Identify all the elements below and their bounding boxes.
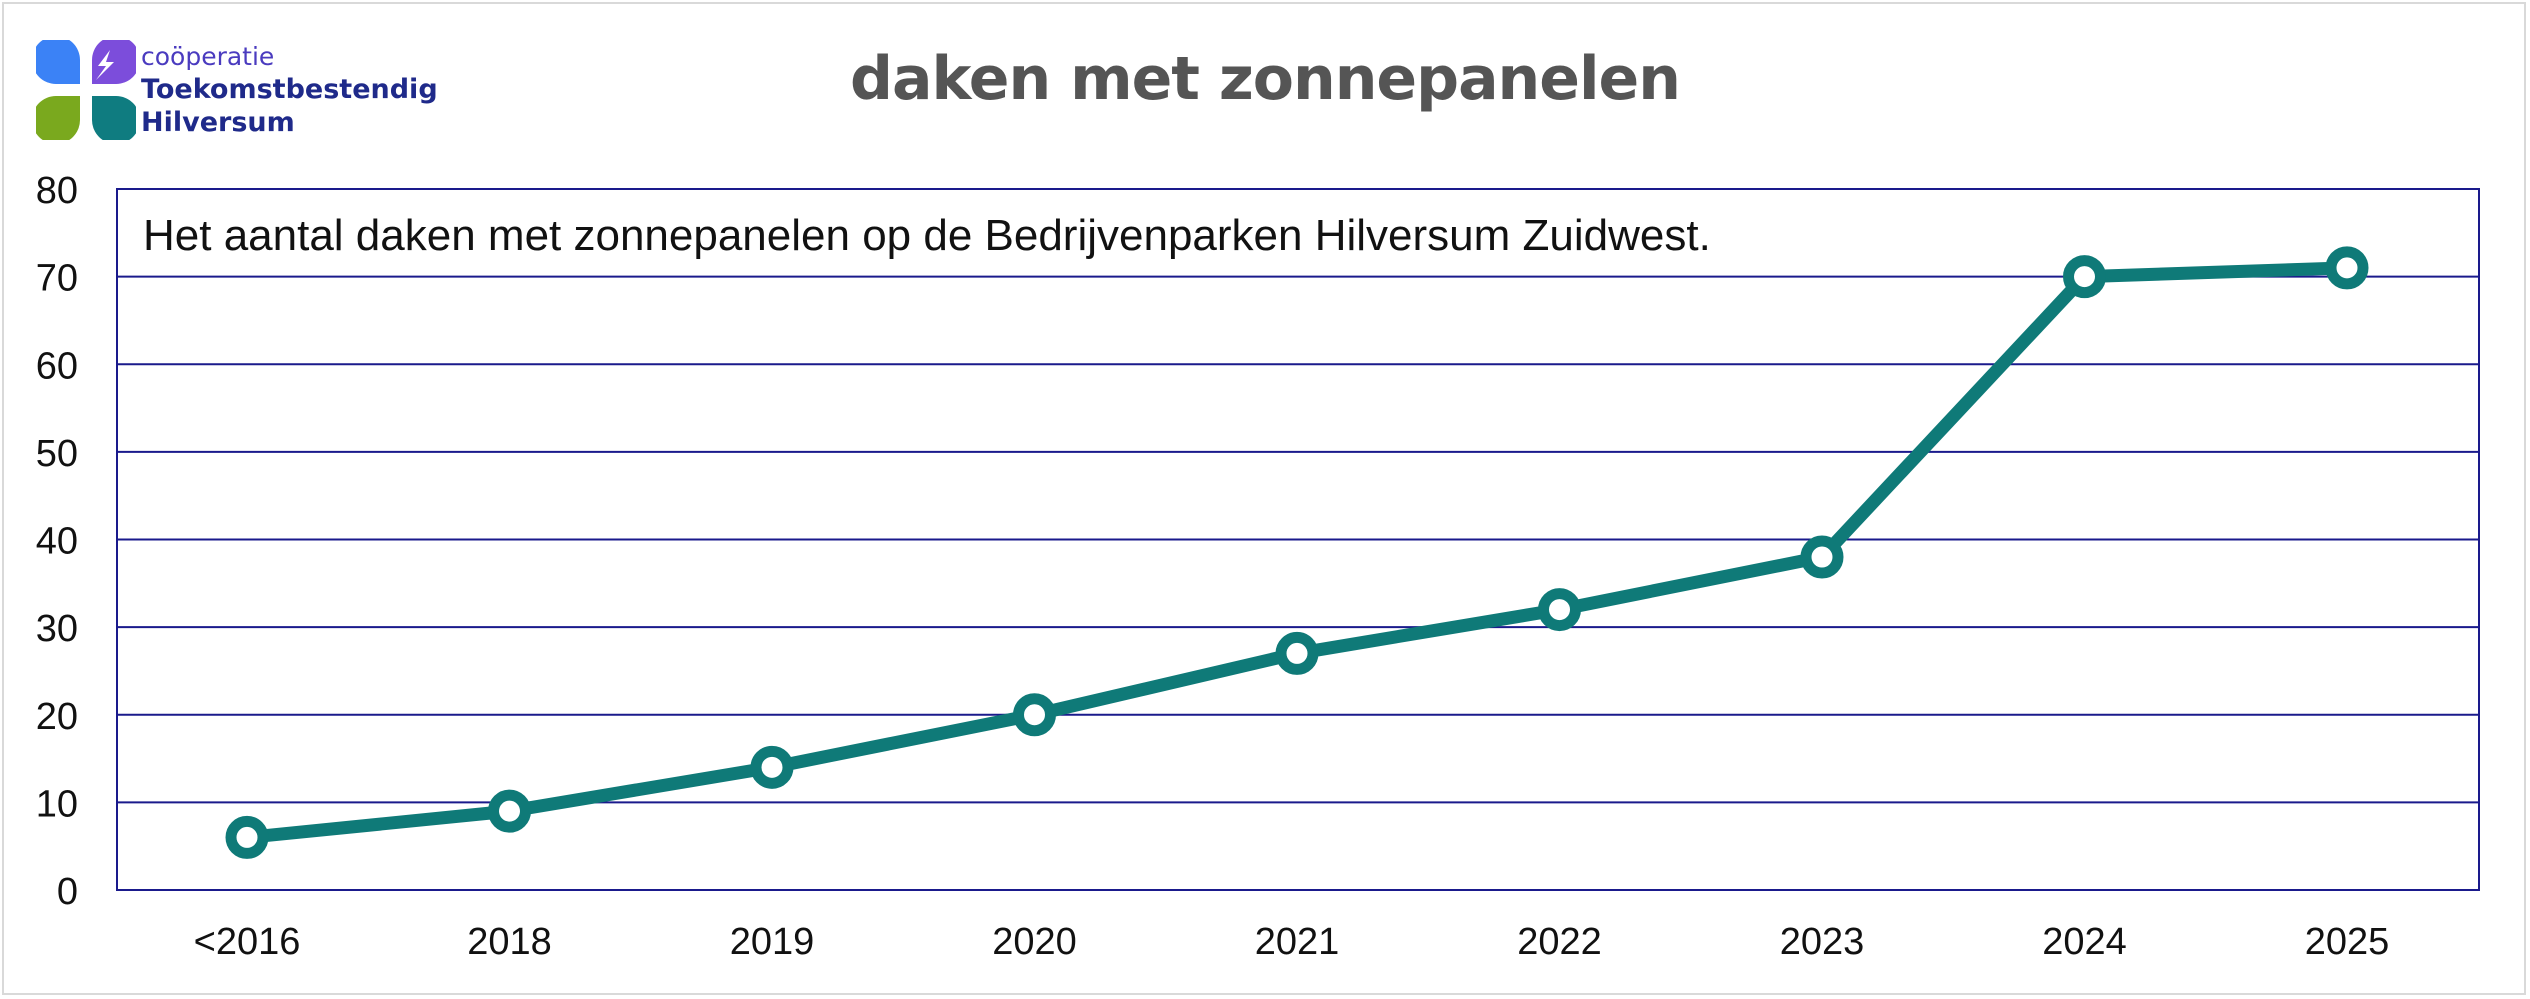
logo-text-toekomstbestendig: Toekomstbestendig bbox=[141, 74, 438, 105]
logo-petal-teal bbox=[92, 96, 136, 140]
x-tick-label: 2022 bbox=[1517, 921, 1602, 963]
logo-text-cooperatie: coöperatie bbox=[141, 42, 275, 71]
grid-lines bbox=[117, 275, 2479, 804]
y-tick-label: 10 bbox=[36, 783, 78, 825]
x-tick-label: 2021 bbox=[1255, 921, 1340, 963]
x-tick-label: 2020 bbox=[992, 921, 1077, 963]
y-tick-label: 60 bbox=[36, 345, 78, 387]
logo-petal-blue bbox=[36, 40, 80, 84]
data-point bbox=[488, 789, 531, 833]
y-tick-label: 30 bbox=[36, 608, 78, 650]
y-tick-label: 20 bbox=[36, 696, 78, 738]
y-axis-ticks: 0 10 20 30 40 50 60 70 80 bbox=[36, 170, 78, 913]
x-tick-label: 2023 bbox=[1780, 921, 1865, 963]
series-line-layer bbox=[240, 261, 2354, 844]
data-point bbox=[1800, 535, 1844, 579]
plot-area-border bbox=[116, 188, 2480, 891]
y-tick-label: 70 bbox=[36, 258, 78, 300]
data-points bbox=[225, 246, 2369, 859]
series-line bbox=[240, 261, 2354, 844]
y-tick-label: 0 bbox=[57, 871, 78, 913]
logo-bolt-icon bbox=[96, 50, 114, 80]
chart-title: daken met zonnepanelen bbox=[850, 44, 1681, 114]
x-tick-label: 2024 bbox=[2042, 921, 2127, 963]
data-point bbox=[1275, 631, 1319, 675]
data-point bbox=[1013, 693, 1056, 737]
logo-mark-icon bbox=[36, 40, 136, 140]
data-point bbox=[750, 745, 794, 789]
logo-text-hilversum: Hilversum bbox=[141, 107, 295, 138]
x-tick-label: 2025 bbox=[2305, 921, 2390, 963]
x-tick-label: <2016 bbox=[194, 921, 301, 963]
y-tick-label: 40 bbox=[36, 521, 78, 563]
x-tick-label: 2019 bbox=[730, 921, 815, 963]
x-tick-label: 2018 bbox=[467, 921, 552, 963]
data-point bbox=[1538, 588, 1581, 632]
chart-annotation: Het aantal daken met zonnepanelen op de … bbox=[143, 211, 1711, 260]
logo-petal-green bbox=[36, 96, 80, 140]
data-point bbox=[225, 815, 269, 859]
y-tick-label: 50 bbox=[36, 433, 78, 475]
y-tick-label: 80 bbox=[36, 170, 78, 212]
data-point bbox=[2063, 255, 2106, 299]
logo: coöperatie Toekomstbestendig Hilversum bbox=[36, 36, 438, 146]
x-axis-ticks: <2016 2018 2019 2020 2021 2022 2023 2024 2025 bbox=[194, 921, 2390, 963]
data-point bbox=[2325, 246, 2369, 290]
